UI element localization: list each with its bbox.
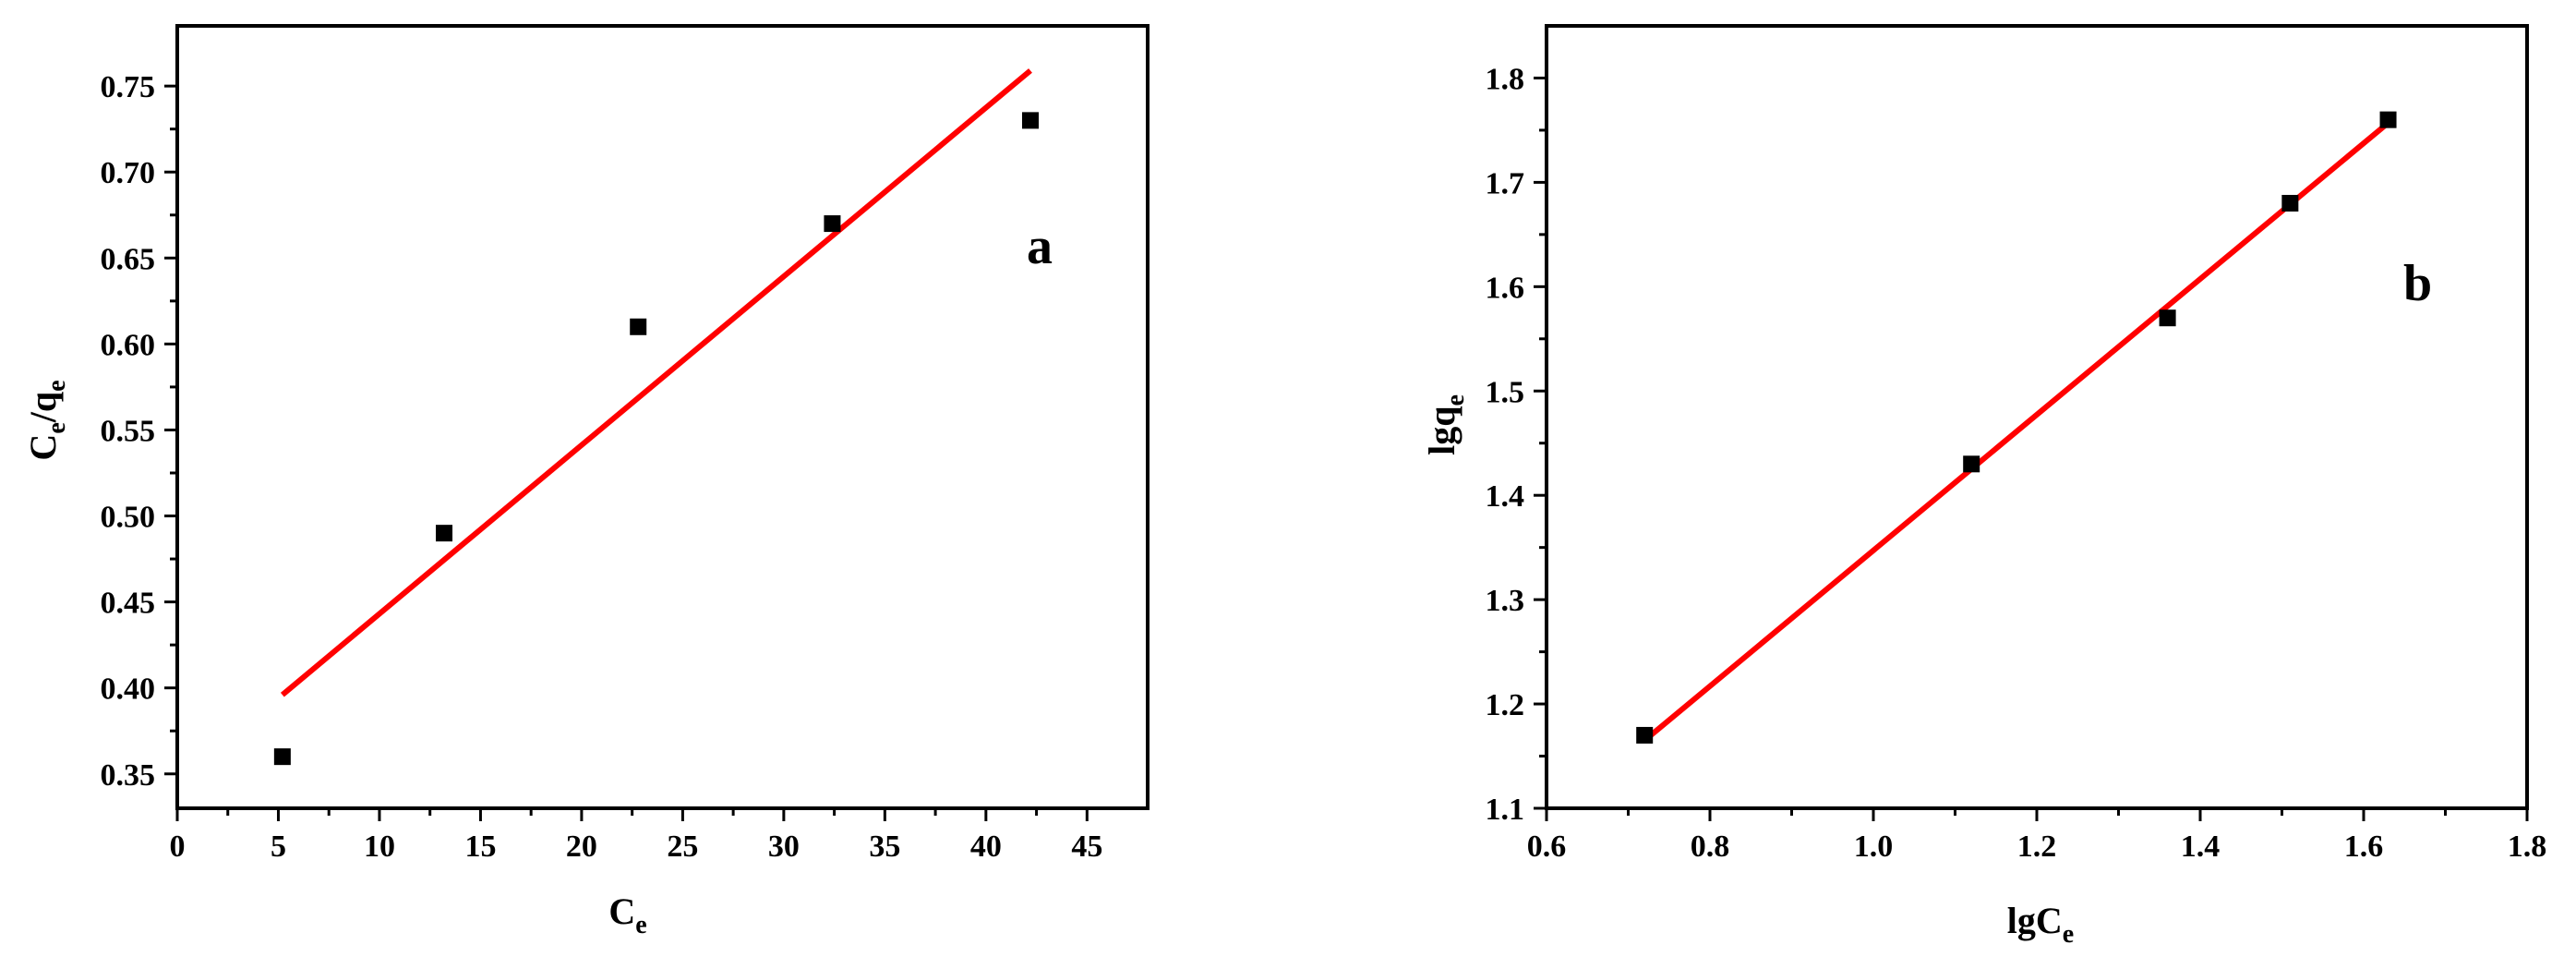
panel-a: 0 5 10 15 20 25 30 35 40 45 0.35 0.40 0.45 0.50 0.55 0.… [22, 24, 1150, 939]
y-tick-label-b-5: 1.6 [1486, 271, 1525, 305]
y-tick-label-b-7: 1.8 [1486, 62, 1525, 96]
x-axis-label-b: lgCe [2007, 900, 2074, 949]
data-point-a-0 [273, 748, 291, 766]
panel-b: 0.6 0.8 1.0 1.2 1.4 1.6 1.8 1.1 1.2 1.3 1.4 1.5 1.6 1… [1421, 24, 2547, 949]
y-tick-label-b-4: 1.5 [1486, 375, 1525, 409]
x-tick-label-a-7: 35 [869, 830, 900, 864]
y-tick-label-a-5: 0.60 [101, 328, 156, 362]
data-point-a-3 [824, 215, 841, 233]
x-tick-label-a-3: 15 [464, 830, 496, 864]
y-tick-label-b-6: 1.7 [1486, 166, 1525, 200]
x-tick-label-a-1: 5 [271, 830, 286, 864]
y-tick-label-a-4: 0.55 [101, 414, 156, 448]
y-axis-label-b: lgqe [1421, 394, 1470, 455]
data-point-b-0 [1636, 726, 1654, 744]
x-tick-label-a-9: 45 [1071, 830, 1102, 864]
fit-line-b [1643, 120, 2390, 743]
y-tick-label-b-0: 1.1 [1486, 793, 1525, 827]
x-tick-label-a-6: 30 [768, 830, 800, 864]
x-axis-label-a: Ce [608, 890, 646, 939]
plot-frame-b [1545, 24, 2529, 810]
panel-label-b: b [2403, 255, 2432, 312]
x-tick-label-b-0: 0.6 [1527, 830, 1567, 864]
y-tick-label-a-8: 0.75 [101, 70, 156, 104]
y-tick-label-b-2: 1.3 [1486, 584, 1525, 618]
x-tick-label-a-8: 40 [970, 830, 1002, 864]
x-tick-label-b-2: 1.0 [1854, 830, 1894, 864]
y-tick-label-a-6: 0.65 [101, 242, 156, 276]
x-tick-label-b-6: 1.8 [2508, 830, 2547, 864]
fit-line-a [280, 68, 1032, 697]
data-point-b-1 [1963, 455, 1980, 473]
y-tick-label-b-3: 1.4 [1486, 479, 1525, 514]
x-tick-label-b-4: 1.4 [2181, 830, 2221, 864]
data-point-a-2 [630, 318, 647, 335]
panel-label-a: a [1027, 218, 1053, 275]
y-tick-label-a-0: 0.35 [101, 758, 156, 793]
x-tick-label-a-5: 25 [667, 830, 698, 864]
data-point-b-3 [2281, 194, 2299, 212]
plot-frame-a [175, 24, 1150, 810]
x-tick-label-b-5: 1.6 [2344, 830, 2384, 864]
y-tick-label-b-1: 1.2 [1486, 688, 1525, 722]
data-point-b-2 [2159, 309, 2176, 327]
data-point-b-4 [2379, 111, 2397, 128]
x-tick-label-a-4: 20 [566, 830, 597, 864]
x-tick-label-a-2: 10 [364, 830, 395, 864]
y-tick-label-a-3: 0.50 [101, 501, 156, 535]
y-tick-label-a-7: 0.70 [101, 156, 156, 190]
x-tick-label-b-3: 1.2 [2017, 830, 2057, 864]
y-tick-label-a-2: 0.45 [101, 587, 156, 621]
x-tick-label-b-1: 0.8 [1691, 830, 1730, 864]
data-point-a-4 [1022, 112, 1040, 129]
data-point-a-1 [436, 525, 453, 542]
x-tick-label-a-0: 0 [170, 830, 186, 864]
y-tick-label-a-1: 0.40 [101, 672, 156, 707]
y-axis-label-a: Ce/qe [22, 380, 71, 460]
